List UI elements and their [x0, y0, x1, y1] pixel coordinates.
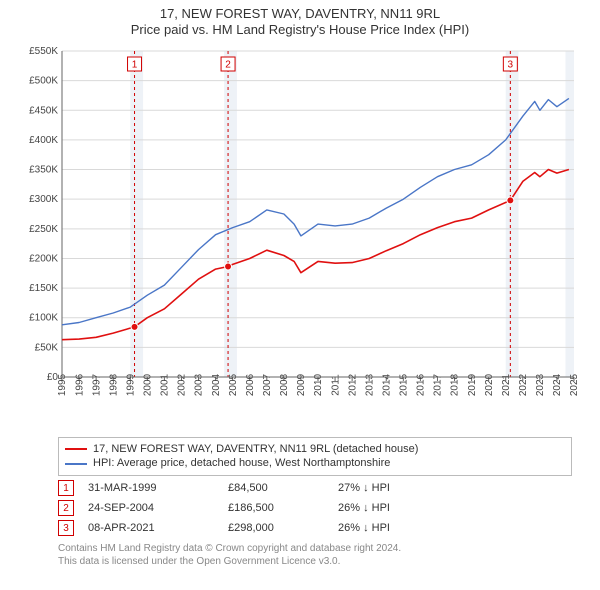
svg-text:1: 1	[132, 59, 138, 70]
footer-line2: This data is licensed under the Open Gov…	[58, 555, 572, 568]
transaction-marker: 2	[58, 500, 74, 516]
svg-text:£50K: £50K	[35, 342, 59, 353]
transaction-price: £186,500	[228, 502, 338, 514]
legend-row-hpi: HPI: Average price, detached house, West…	[65, 456, 565, 471]
transaction-row: 1 31-MAR-1999 £84,500 27% ↓ HPI	[58, 480, 572, 496]
legend-label-hpi: HPI: Average price, detached house, West…	[93, 456, 390, 471]
chart-title: 17, NEW FOREST WAY, DAVENTRY, NN11 9RL	[14, 6, 586, 22]
legend-label-property: 17, NEW FOREST WAY, DAVENTRY, NN11 9RL (…	[93, 442, 418, 457]
svg-text:£300K: £300K	[29, 194, 58, 205]
svg-text:£200K: £200K	[29, 253, 58, 264]
svg-text:£550K: £550K	[29, 46, 58, 57]
transaction-delta: 26% ↓ HPI	[338, 522, 572, 534]
transaction-marker: 3	[58, 520, 74, 536]
legend-swatch-hpi	[65, 463, 87, 465]
transaction-date: 31-MAR-1999	[88, 482, 228, 494]
svg-text:£450K: £450K	[29, 105, 58, 116]
transaction-row: 3 08-APR-2021 £298,000 26% ↓ HPI	[58, 520, 572, 536]
transaction-price: £298,000	[228, 522, 338, 534]
page: 17, NEW FOREST WAY, DAVENTRY, NN11 9RL P…	[0, 0, 600, 590]
transaction-row: 2 24-SEP-2004 £186,500 26% ↓ HPI	[58, 500, 572, 516]
footer-line1: Contains HM Land Registry data © Crown c…	[58, 542, 572, 555]
footer: Contains HM Land Registry data © Crown c…	[58, 542, 572, 568]
chart-subtitle: Price paid vs. HM Land Registry's House …	[14, 22, 586, 38]
svg-text:£400K: £400K	[29, 134, 58, 145]
chart-svg: £0£50K£100K£150K£200K£250K£300K£350K£400…	[14, 43, 586, 433]
svg-text:3: 3	[508, 59, 514, 70]
legend-row-property: 17, NEW FOREST WAY, DAVENTRY, NN11 9RL (…	[65, 442, 565, 457]
transaction-delta: 27% ↓ HPI	[338, 482, 572, 494]
legend: 17, NEW FOREST WAY, DAVENTRY, NN11 9RL (…	[58, 437, 572, 477]
chart: £0£50K£100K£150K£200K£250K£300K£350K£400…	[14, 43, 586, 433]
svg-text:£150K: £150K	[29, 283, 58, 294]
svg-text:2: 2	[225, 59, 231, 70]
svg-text:£250K: £250K	[29, 223, 58, 234]
svg-text:£500K: £500K	[29, 75, 58, 86]
transaction-delta: 26% ↓ HPI	[338, 502, 572, 514]
legend-swatch-property	[65, 448, 87, 450]
transaction-price: £84,500	[228, 482, 338, 494]
transaction-date: 24-SEP-2004	[88, 502, 228, 514]
transaction-list: 1 31-MAR-1999 £84,500 27% ↓ HPI 2 24-SEP…	[58, 480, 572, 536]
transaction-marker: 1	[58, 480, 74, 496]
transaction-date: 08-APR-2021	[88, 522, 228, 534]
svg-text:£350K: £350K	[29, 164, 58, 175]
svg-text:£100K: £100K	[29, 312, 58, 323]
